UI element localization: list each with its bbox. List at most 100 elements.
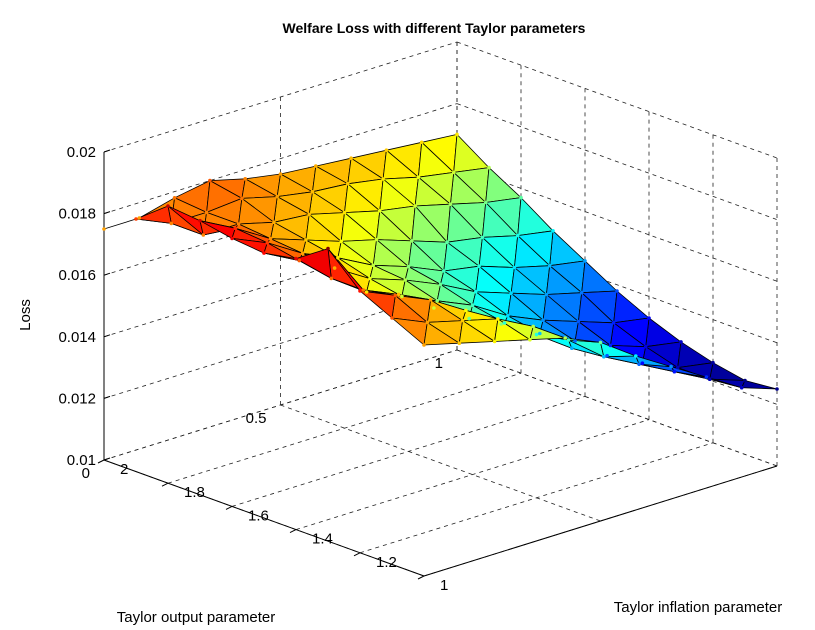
surface-patch bbox=[103, 217, 140, 230]
grid-line bbox=[103, 288, 458, 399]
data-point bbox=[528, 337, 532, 342]
data-point bbox=[496, 317, 500, 321]
grid-line bbox=[295, 419, 650, 530]
grid-line bbox=[456, 103, 778, 220]
data-point bbox=[400, 294, 404, 299]
data-point bbox=[474, 290, 478, 294]
data-point bbox=[346, 182, 350, 186]
data-point bbox=[457, 341, 462, 346]
data-point bbox=[477, 264, 481, 269]
data-point bbox=[563, 336, 567, 340]
data-point bbox=[499, 322, 504, 326]
z-tick-label: 0.016 bbox=[58, 267, 96, 284]
x-tick-label: 1.6 bbox=[248, 507, 269, 524]
data-point bbox=[573, 339, 577, 343]
data-point bbox=[342, 210, 347, 215]
data-point bbox=[374, 237, 379, 242]
data-point bbox=[448, 202, 453, 206]
data-point bbox=[615, 289, 619, 293]
z-tick-label: 0.018 bbox=[58, 206, 96, 223]
z-tick-label: 0.014 bbox=[58, 329, 96, 346]
data-point bbox=[198, 218, 202, 223]
data-point bbox=[310, 190, 315, 194]
data-point bbox=[403, 278, 408, 282]
data-point bbox=[470, 303, 475, 308]
surface-patch bbox=[635, 355, 672, 368]
data-point bbox=[547, 263, 552, 268]
data-point bbox=[169, 221, 174, 226]
surface-patch bbox=[581, 260, 618, 294]
x-tick-label: 1.8 bbox=[184, 484, 205, 501]
data-point bbox=[419, 140, 424, 145]
data-point bbox=[480, 235, 485, 240]
grid-line bbox=[456, 164, 778, 282]
data-point bbox=[669, 364, 673, 369]
surface-patch bbox=[135, 205, 172, 224]
surface-patch bbox=[453, 133, 490, 173]
data-point bbox=[275, 194, 280, 199]
data-point bbox=[300, 251, 305, 256]
data-point bbox=[339, 239, 344, 244]
chart-title: Welfare Loss with different Taylor param… bbox=[283, 20, 586, 36]
data-point bbox=[544, 292, 549, 297]
x-tick-label: 1.4 bbox=[312, 531, 333, 548]
data-point bbox=[743, 378, 747, 383]
data-point bbox=[240, 196, 244, 201]
data-point bbox=[208, 178, 212, 183]
data-point bbox=[707, 377, 712, 382]
axes bbox=[103, 152, 778, 577]
surface-patch bbox=[549, 230, 586, 267]
x-tick-mark bbox=[161, 482, 169, 487]
data-point bbox=[611, 321, 616, 325]
z-tick-mark bbox=[103, 272, 111, 276]
data-point bbox=[262, 251, 266, 255]
data-point bbox=[467, 316, 472, 321]
x-tick-mark bbox=[225, 505, 233, 510]
surface-patch bbox=[670, 366, 707, 378]
grid-line bbox=[456, 349, 778, 467]
surface-patch bbox=[741, 380, 778, 390]
z-tick-mark bbox=[103, 457, 111, 461]
z-tick-label: 0.02 bbox=[67, 144, 96, 161]
z-tick-mark bbox=[103, 334, 111, 338]
data-point bbox=[137, 216, 142, 220]
data-point bbox=[634, 354, 638, 358]
data-point bbox=[643, 344, 648, 349]
surface-patch bbox=[706, 376, 743, 389]
surface-patch bbox=[391, 317, 428, 346]
data-point bbox=[381, 177, 385, 181]
data-point bbox=[172, 196, 177, 200]
data-point bbox=[711, 360, 715, 365]
y-tick-label: 1 bbox=[435, 355, 443, 372]
z-tick-mark bbox=[103, 149, 111, 153]
data-point bbox=[268, 236, 273, 241]
grid-line bbox=[103, 103, 458, 214]
data-point bbox=[602, 354, 606, 359]
data-point bbox=[406, 264, 411, 269]
data-point bbox=[515, 233, 520, 238]
data-point bbox=[393, 293, 398, 298]
data-point bbox=[509, 291, 513, 296]
data-point bbox=[361, 288, 366, 292]
data-point bbox=[297, 258, 302, 263]
data-point bbox=[272, 220, 276, 225]
data-point bbox=[445, 240, 449, 244]
data-point bbox=[304, 238, 308, 242]
surface bbox=[102, 132, 779, 391]
surface-patch bbox=[494, 318, 531, 342]
data-point bbox=[519, 195, 523, 200]
data-point bbox=[422, 343, 426, 347]
data-point bbox=[566, 338, 571, 342]
x-tick-label: 1 bbox=[440, 577, 448, 594]
grid-line bbox=[280, 404, 601, 522]
data-point bbox=[487, 165, 491, 170]
tick-labels: 0.01 0.012 0.014 0.016 0.018 0.02 0 0.5 1 1 1.2 1.4… bbox=[58, 144, 448, 594]
data-point bbox=[278, 172, 283, 176]
data-point bbox=[512, 265, 517, 270]
data-point bbox=[598, 340, 603, 345]
data-point bbox=[464, 308, 468, 313]
data-point bbox=[531, 324, 535, 329]
data-point bbox=[538, 331, 542, 336]
x-tick-mark bbox=[97, 459, 105, 464]
